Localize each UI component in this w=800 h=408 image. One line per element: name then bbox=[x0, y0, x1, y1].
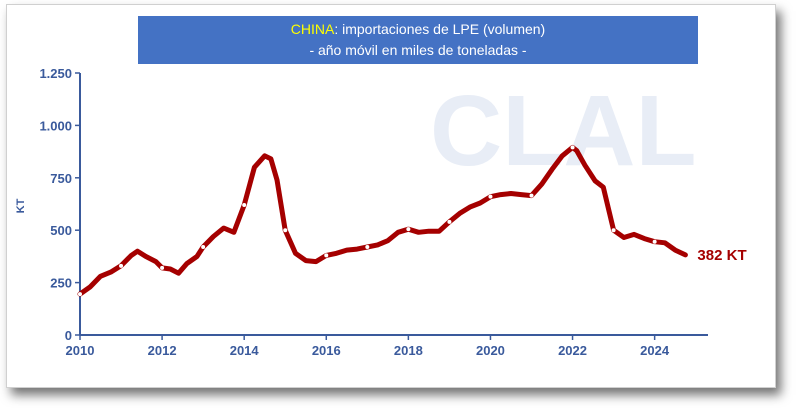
title-line-1: CHINA: importaciones de LPE (volumen) bbox=[138, 19, 698, 40]
x-tick-label: 2010 bbox=[66, 343, 95, 358]
chart-title: CHINA: importaciones de LPE (volumen) - … bbox=[138, 16, 698, 64]
axes: 0 250 500 750 1.000 1.250 2010 2012 2014 2016 2018… bbox=[39, 66, 708, 358]
chart-frame bbox=[6, 4, 776, 388]
title-line-2: - año móvil en miles de toneladas - bbox=[309, 42, 527, 58]
series-group bbox=[77, 144, 688, 297]
y-tick-label: 500 bbox=[50, 223, 72, 238]
y-tick-label: 750 bbox=[50, 171, 72, 186]
series-point bbox=[611, 228, 616, 233]
watermark: CLAL bbox=[430, 75, 697, 187]
y-tick-label: 1.000 bbox=[39, 118, 72, 133]
end-value-label: 382 KT bbox=[697, 247, 746, 264]
series-point bbox=[529, 193, 534, 198]
x-tick-label: 2012 bbox=[148, 343, 177, 358]
y-tick-label: 250 bbox=[50, 276, 72, 291]
y-tick-label: 1.250 bbox=[39, 66, 72, 81]
series-point bbox=[283, 228, 288, 233]
series-point bbox=[78, 292, 82, 297]
series-point bbox=[324, 253, 329, 258]
x-tick-label: 2016 bbox=[312, 343, 341, 358]
series-point bbox=[406, 227, 411, 232]
x-tick-label: 2014 bbox=[230, 343, 260, 358]
title-highlight: CHINA bbox=[290, 21, 335, 37]
series-point bbox=[201, 244, 206, 249]
series-point bbox=[160, 265, 165, 270]
series-point bbox=[447, 219, 452, 224]
y-tick-label: 0 bbox=[65, 328, 72, 343]
title-line-1-rest: : importaciones de LPE (volumen) bbox=[334, 21, 546, 37]
series-point bbox=[119, 263, 124, 268]
series-point bbox=[652, 239, 657, 244]
series-point bbox=[242, 203, 247, 208]
x-tick-label: 2024 bbox=[640, 343, 670, 358]
series-line bbox=[77, 144, 688, 297]
x-tick-label: 2022 bbox=[558, 343, 587, 358]
x-tick-label: 2020 bbox=[476, 343, 505, 358]
series-point bbox=[488, 194, 493, 199]
series-point bbox=[365, 244, 370, 249]
x-tick-label: 2018 bbox=[394, 343, 423, 358]
y-axis-label: KT bbox=[15, 198, 27, 213]
series-point bbox=[570, 145, 575, 150]
